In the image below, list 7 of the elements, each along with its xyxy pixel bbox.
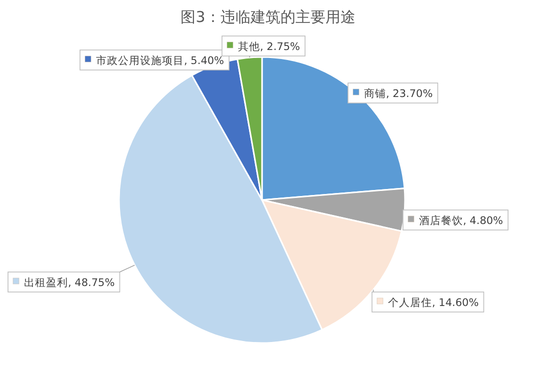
legend-label: 市政公用设施项目, 5.40% — [96, 54, 224, 67]
legend-label: 商铺, 23.70% — [364, 87, 433, 100]
chart-title: 图3：违临建筑的主要用途 — [180, 8, 356, 26]
legend-label: 个人居住, 14.60% — [388, 297, 479, 309]
legend-label: 出租盈利, 48.75% — [24, 276, 115, 289]
legend-label: 其他, 2.75% — [238, 40, 300, 53]
legend-label: 酒店餐饮, 4.80% — [419, 214, 504, 227]
